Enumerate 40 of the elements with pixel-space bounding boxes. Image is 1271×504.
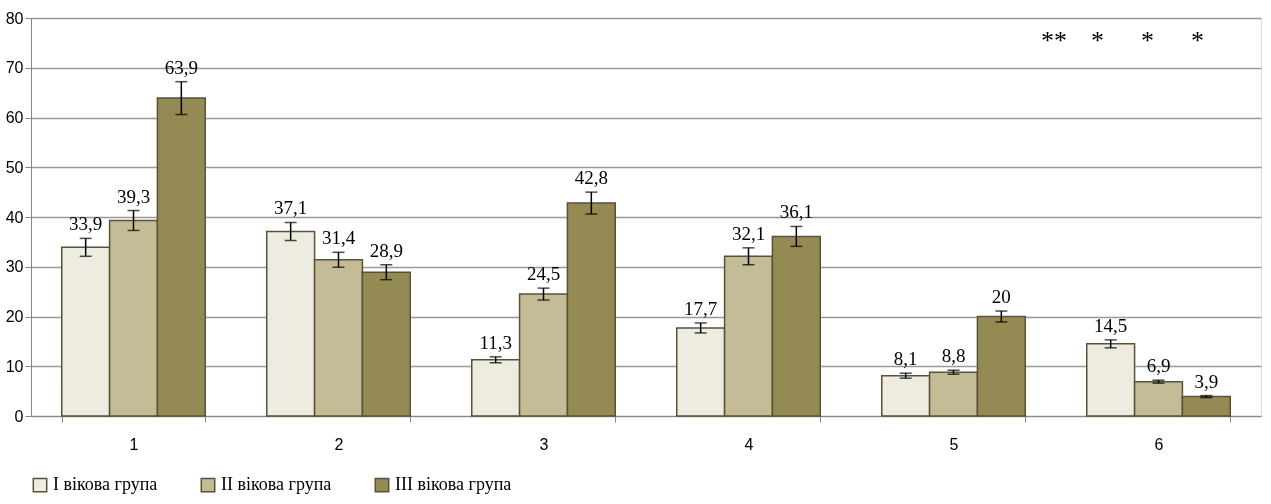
data-label: 33,9 (69, 213, 103, 235)
data-label: 3,9 (1194, 370, 1219, 392)
data-label: 31,4 (321, 227, 356, 249)
x-tick-label: 6 (1154, 435, 1164, 453)
data-label: 8,1 (893, 348, 918, 370)
annotation: * (1091, 26, 1104, 55)
legend-label: II вікова група (221, 474, 332, 495)
y-tick-label: 10 (5, 357, 24, 375)
annotation: ** (1041, 26, 1067, 55)
x-tick-label: 3 (539, 435, 549, 453)
data-label: 37,1 (274, 197, 308, 219)
x-tick-label: 4 (744, 435, 754, 453)
annotation: * (1191, 26, 1204, 55)
y-tick-label: 20 (5, 308, 24, 325)
data-label: 36,1 (779, 201, 813, 223)
data-label: 11,3 (479, 331, 512, 353)
legend-label: III вікова група (395, 474, 512, 495)
data-label: 32,1 (731, 222, 766, 244)
y-tick-label: 40 (5, 208, 24, 226)
x-tick-label: 1 (129, 435, 139, 453)
y-tick-label: 70 (5, 59, 24, 77)
data-label: 8,8 (941, 345, 966, 367)
data-label: 6,9 (1146, 355, 1171, 377)
y-tick-label: 30 (5, 258, 24, 276)
data-label: 63,9 (164, 56, 198, 78)
data-label: 14,5 (1094, 314, 1128, 336)
data-label: 42,8 (574, 167, 608, 189)
data-label: 24,5 (526, 263, 561, 285)
data-label: 28,9 (369, 239, 403, 261)
y-tick-label: 60 (5, 109, 24, 126)
annotation: * (1141, 26, 1154, 55)
y-tick-label: 0 (14, 407, 24, 425)
x-tick-label: 2 (334, 435, 344, 453)
data-label: 17,7 (684, 297, 718, 319)
y-tick-label: 80 (5, 9, 24, 27)
x-tick-label: 5 (949, 435, 959, 453)
y-tick-label: 50 (5, 158, 24, 176)
data-label: 39,3 (116, 185, 151, 207)
data-label: 20 (991, 286, 1011, 308)
legend-label: I вікова група (53, 474, 158, 495)
